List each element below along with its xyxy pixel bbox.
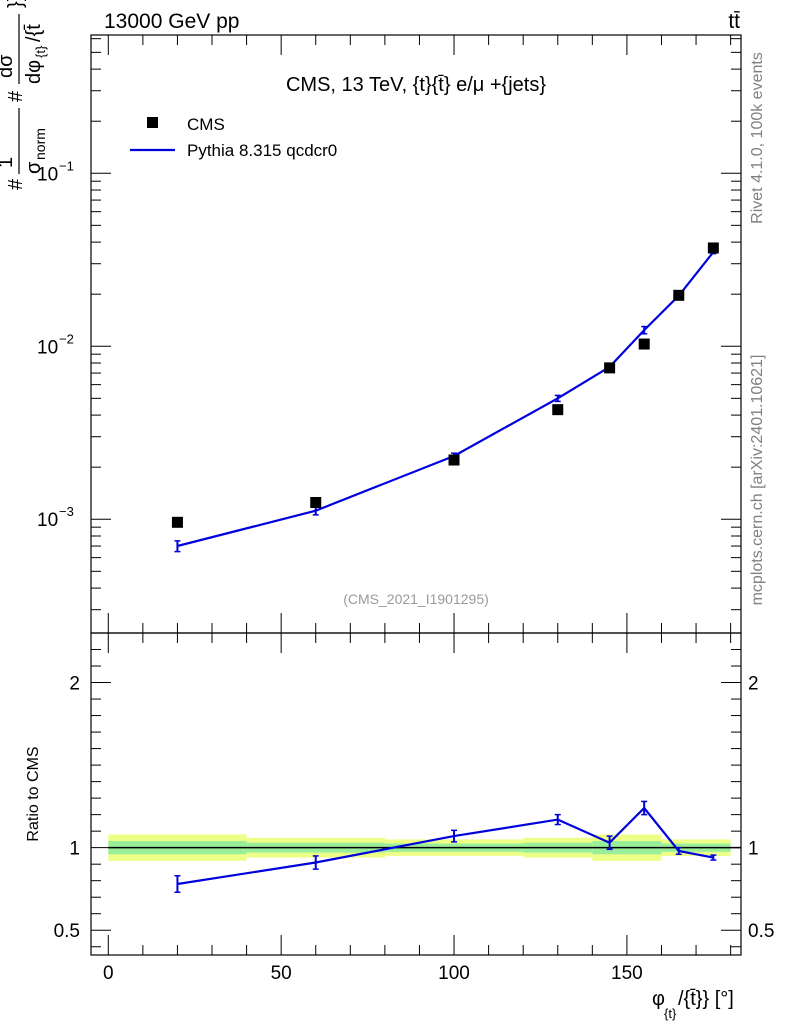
ratio-ytick-label-right: 1 xyxy=(748,839,759,860)
ratio-series xyxy=(174,800,717,894)
cms-point xyxy=(707,242,719,254)
legend: CMS Pythia 8.315 qcdcr0 xyxy=(130,115,337,160)
xtick-label: 0 xyxy=(103,963,114,984)
ylabel-sigma: σ xyxy=(23,161,45,174)
ratio-ytick-label: 0.5 xyxy=(54,921,80,942)
ratio-ticks: 0.5 0.5 1 1 2 2 0 50 100 150 xyxy=(54,633,774,984)
ylabel-close: }} xyxy=(5,0,27,8)
ylabel-one: 1 xyxy=(0,157,17,168)
plot-title: CMS, 13 TeV, {t}{t̄} e/μ +{jets} xyxy=(286,74,546,96)
ratio-ytick-label-right: 0.5 xyxy=(748,921,774,942)
main-ticks: 10−310−210−1 xyxy=(37,35,741,633)
xlabel-rest: /{t̄}} [°] xyxy=(678,988,734,1010)
main-ytick-exponent: −3 xyxy=(59,504,74,519)
cms-point xyxy=(171,516,183,528)
ylabel-norm: norm xyxy=(32,128,48,160)
analysis-watermark: (CMS_2021_I1901295) xyxy=(343,591,489,607)
main-ytick-exponent: −2 xyxy=(59,331,74,346)
ratio-ylabel: Ratio to CMS xyxy=(25,746,42,841)
cms-point xyxy=(638,338,650,350)
main-ytick-label: 10 xyxy=(37,164,58,185)
legend-cms-label: CMS xyxy=(187,115,225,134)
cms-point xyxy=(604,362,616,374)
xlabel-sub: {t} xyxy=(664,1006,677,1021)
legend-pythia-label: Pythia 8.315 qcdcr0 xyxy=(187,141,337,160)
ylabel-hash1: # xyxy=(5,178,27,190)
cms-point xyxy=(552,404,564,416)
ylabel-dphi: dφ xyxy=(23,60,45,84)
energy-label: 13000 GeV pp xyxy=(104,10,239,33)
xlabel-phi: φ xyxy=(652,988,665,1010)
ratio-ytick-label: 1 xyxy=(69,839,80,860)
ylabel-slash: /{t̄ xyxy=(23,24,45,42)
main-ytick-label: 10 xyxy=(37,510,58,531)
legend-cms-marker xyxy=(147,117,158,128)
xtick-label: 50 xyxy=(271,963,292,984)
process-label: tt̄ xyxy=(728,10,740,33)
main-ylabel: # 1 σ norm # dσ dφ {t} /{t̄ }} xyxy=(0,0,48,190)
ylabel-sub: {t} xyxy=(33,45,48,58)
rivet-label: Rivet 4.1.0, 100k events xyxy=(749,52,766,224)
main-ytick-label: 10 xyxy=(37,337,58,358)
ratio-ytick-label: 2 xyxy=(69,674,80,695)
cms-point xyxy=(673,289,685,301)
xtick-label: 150 xyxy=(611,963,643,984)
ratio-line xyxy=(177,806,714,886)
main-series xyxy=(171,242,719,553)
ylabel-hash2: # xyxy=(5,90,27,102)
ratio-bands xyxy=(108,834,741,861)
ratio-frame xyxy=(90,632,742,956)
cms-point xyxy=(310,496,322,508)
ratio-ytick-label-right: 2 xyxy=(748,674,759,695)
cms-point xyxy=(448,454,460,466)
xlabel: φ {t} /{t̄}} [°] xyxy=(652,988,734,1021)
main-ytick-exponent: −1 xyxy=(59,158,74,173)
xtick-label: 100 xyxy=(438,963,470,984)
mcplots-label: mcplots.cern.ch [arXiv:2401.10621] xyxy=(749,355,766,606)
ylabel-dsigma: dσ xyxy=(0,54,17,78)
pythia-line xyxy=(177,251,715,548)
